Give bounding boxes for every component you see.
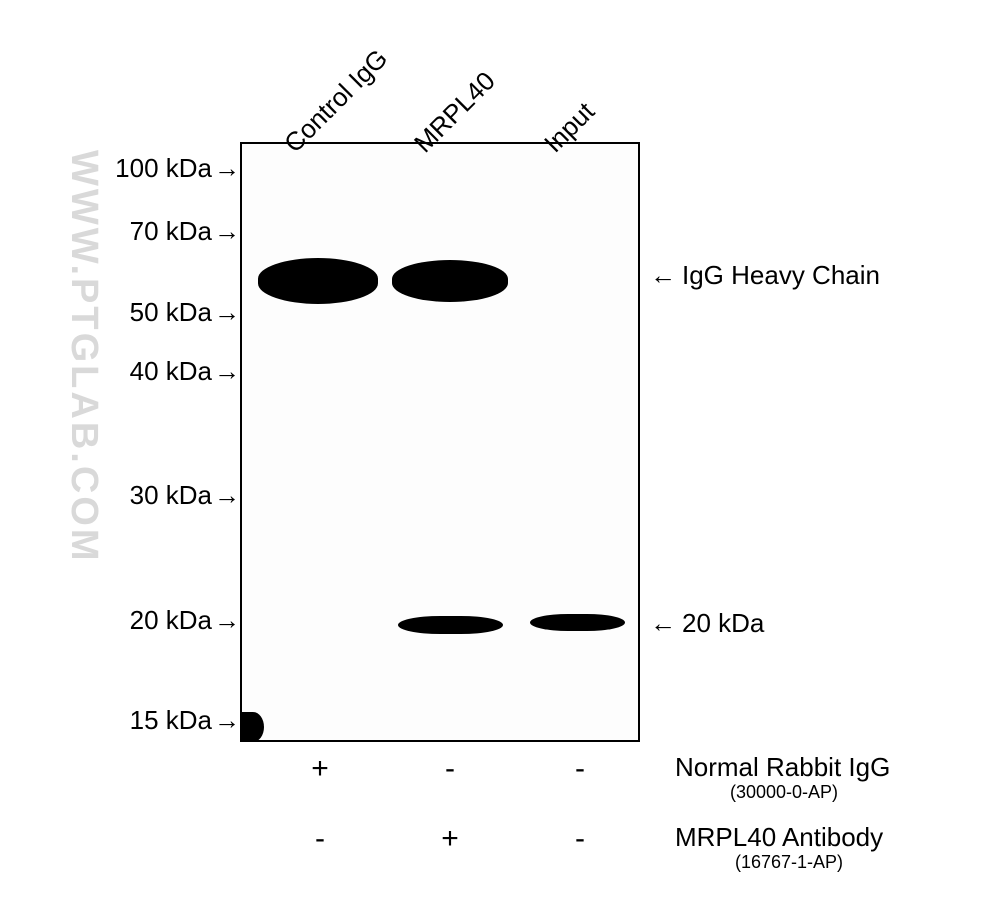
arrow-right-icon: → <box>214 216 240 247</box>
mw-text: 100 kDa <box>115 153 212 183</box>
mw-text: 20 kDa <box>130 605 212 635</box>
blot-membrane <box>240 142 640 742</box>
annotation-20kda: ←20 kDa <box>650 608 764 639</box>
mw-text: 50 kDa <box>130 297 212 327</box>
pm-mark: - <box>560 822 600 856</box>
arrow-right-icon: → <box>214 153 240 184</box>
pm-mark: + <box>300 752 340 786</box>
band-20kda-lane1 <box>398 616 503 634</box>
mw-label: 70 kDa→ <box>100 216 240 247</box>
pm-mark: - <box>560 752 600 786</box>
mw-text: 70 kDa <box>130 216 212 246</box>
mw-label: 40 kDa→ <box>100 356 240 387</box>
pm-mark: - <box>430 752 470 786</box>
arrow-left-icon: ← <box>650 608 676 639</box>
reagent-mrpl40-antibody: MRPL40 Antibody <box>675 822 883 853</box>
mw-text: 30 kDa <box>130 480 212 510</box>
band-igg-heavy-lane1 <box>392 260 508 302</box>
pm-mark: + <box>430 822 470 856</box>
figure-root: WWW.PTGLAB.COM Control IgG MRPL40 Input … <box>0 0 1000 903</box>
mw-text: 15 kDa <box>130 705 212 735</box>
reagent-normal-rabbit-igg: Normal Rabbit IgG <box>675 752 890 783</box>
edge-smudge <box>242 712 264 742</box>
mw-text: 40 kDa <box>130 356 212 386</box>
band-20kda-lane2 <box>530 614 625 631</box>
annotation-text: 20 kDa <box>682 608 764 638</box>
mw-label: 50 kDa→ <box>100 297 240 328</box>
annotation-text: IgG Heavy Chain <box>682 260 880 290</box>
reagent-normal-rabbit-igg-sub: (30000-0-AP) <box>730 782 838 803</box>
arrow-right-icon: → <box>214 605 240 636</box>
annotation-igg-heavy-chain: ←IgG Heavy Chain <box>650 260 880 291</box>
mw-label: 100 kDa→ <box>100 153 240 184</box>
arrow-right-icon: → <box>214 356 240 387</box>
reagent-mrpl40-antibody-sub: (16767-1-AP) <box>735 852 843 873</box>
arrow-left-icon: ← <box>650 260 676 291</box>
mw-label: 15 kDa→ <box>100 705 240 736</box>
mw-label: 20 kDa→ <box>100 605 240 636</box>
arrow-right-icon: → <box>214 480 240 511</box>
watermark-text: WWW.PTGLAB.COM <box>62 150 105 563</box>
arrow-right-icon: → <box>214 705 240 736</box>
mw-label: 30 kDa→ <box>100 480 240 511</box>
pm-mark: - <box>300 822 340 856</box>
band-igg-heavy-lane0 <box>258 258 378 304</box>
arrow-right-icon: → <box>214 297 240 328</box>
